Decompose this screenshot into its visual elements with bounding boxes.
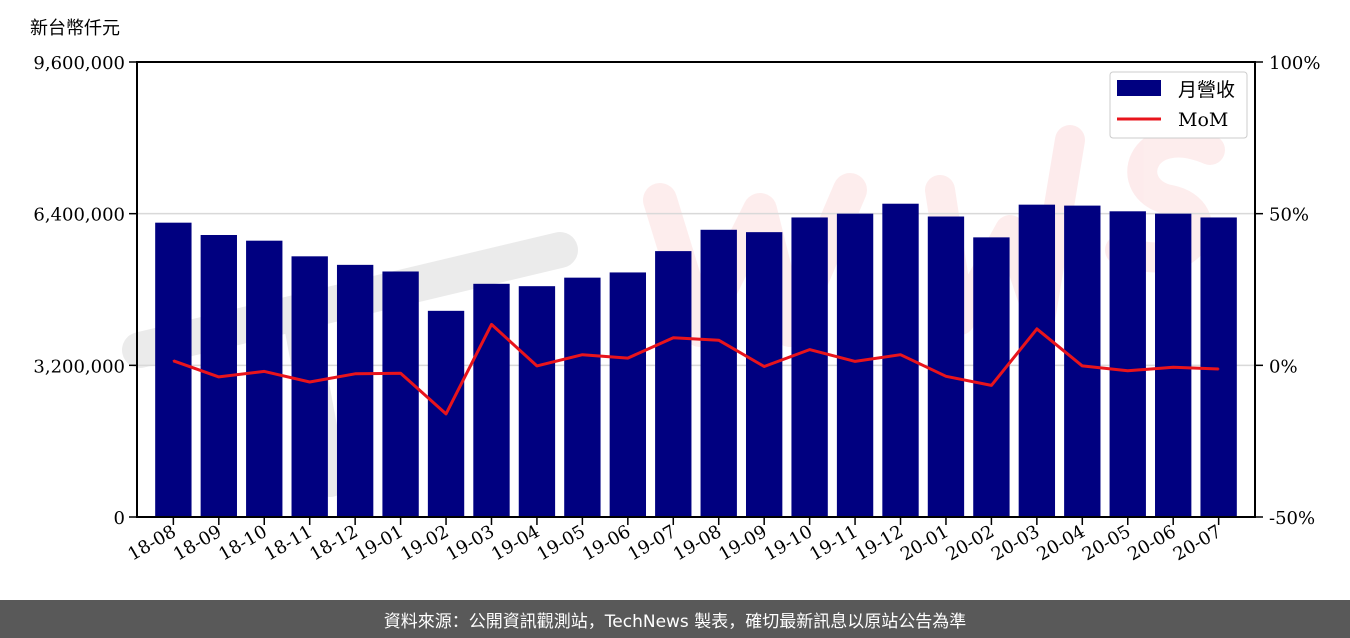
- bar: [564, 277, 601, 517]
- x-tick-label: 19-07: [624, 521, 679, 565]
- mom-point: [945, 375, 947, 378]
- x-tick-label: 19-02: [397, 521, 452, 565]
- y-axis-unit-label: 新台幣仟元: [30, 18, 120, 39]
- mom-point: [263, 370, 266, 373]
- bar: [246, 240, 283, 517]
- bar: [609, 272, 647, 517]
- y-tick-label: 3,200,000: [33, 356, 125, 377]
- bar: [655, 251, 692, 517]
- mom-point: [490, 323, 493, 326]
- mom-point: [854, 360, 856, 363]
- y-tick-label: 6,400,000: [33, 205, 125, 226]
- mom-point: [717, 339, 720, 341]
- y-right-tick-label: 50%: [1269, 205, 1309, 226]
- y-right-tick-label: -50%: [1269, 508, 1315, 529]
- x-tick-label: 19-03: [443, 521, 498, 565]
- bar: [382, 271, 419, 517]
- y-tick-label: 9,600,000: [33, 53, 125, 74]
- bar: [1064, 205, 1101, 517]
- bar: [836, 213, 874, 517]
- mom-point: [1126, 369, 1129, 372]
- y-tick-label: 0: [114, 508, 125, 529]
- x-tick-label: 20-05: [1079, 521, 1134, 565]
- mom-point: [172, 359, 175, 362]
- bar: [1018, 204, 1056, 518]
- bar: [518, 286, 556, 517]
- x-tick-label: 18-10: [215, 521, 270, 565]
- legend-label-mom: MoM: [1178, 109, 1228, 131]
- mom-point: [399, 372, 402, 375]
- bar: [291, 256, 328, 517]
- x-tick-label: 19-12: [852, 521, 907, 565]
- bar: [745, 232, 783, 517]
- revenue-chart: 0 3,200,000 6,400,000 9,600,000 -50% 0% 50% 100…: [30, 18, 1320, 565]
- mom-point: [1172, 366, 1174, 368]
- y-right-tick-label: 0%: [1269, 356, 1298, 377]
- bar: [973, 237, 1010, 518]
- bar: [155, 222, 192, 517]
- x-tick-label: 19-01: [352, 521, 407, 565]
- mom-point: [672, 336, 675, 339]
- mom-point: [1036, 328, 1038, 330]
- legend-label-revenue: 月營收: [1178, 79, 1235, 101]
- x-tick-label: 18-09: [170, 521, 225, 565]
- mom-point: [308, 381, 311, 383]
- x-tick-label: 19-06: [579, 521, 634, 565]
- mom-point: [445, 413, 447, 415]
- mom-point: [354, 373, 356, 375]
- legend: 月營收 MoM: [1109, 71, 1248, 139]
- x-tick-label: 19-05: [533, 521, 588, 565]
- x-tick-label: 20-02: [942, 521, 997, 565]
- mom-point: [808, 348, 811, 351]
- bar: [1109, 211, 1146, 517]
- mom-series: [172, 322, 1220, 416]
- mom-point: [627, 357, 629, 359]
- bar: [927, 216, 965, 517]
- x-tick-label: 18-11: [261, 521, 316, 565]
- x-tick-label: 19-04: [488, 521, 543, 565]
- x-tick-label: 19-10: [761, 521, 816, 565]
- mom-point: [536, 365, 538, 367]
- x-tick-label: 18-08: [124, 521, 179, 565]
- x-tick-label: 19-08: [670, 521, 725, 565]
- mom-point: [1081, 365, 1084, 367]
- mom-point: [899, 353, 902, 356]
- mom-point: [581, 353, 584, 356]
- y-right-tick-label: 100%: [1269, 53, 1320, 74]
- x-tick-label: 20-06: [1124, 521, 1179, 565]
- bar: [700, 229, 737, 517]
- mom-point: [763, 365, 765, 368]
- plot-frame: [136, 61, 1256, 518]
- x-tick-label: 20-03: [988, 521, 1043, 565]
- mom-line: [172, 322, 1219, 416]
- mom-point: [218, 376, 220, 378]
- mom-point: [1217, 368, 1220, 370]
- x-tick-label: 19-11: [806, 521, 861, 565]
- source-footer: 資料來源：公開資訊觀測站，TechNews 製表，確切最新訊息以原站公告為準: [0, 600, 1350, 638]
- bar: [1155, 213, 1192, 517]
- x-tick-label: 20-01: [897, 521, 952, 565]
- bar: [336, 264, 374, 517]
- mom-point: [990, 384, 993, 387]
- bar: [473, 283, 510, 517]
- x-tick-label: 19-09: [715, 521, 770, 565]
- bar: [791, 217, 828, 518]
- x-tick-label: 20-04: [1033, 521, 1088, 565]
- x-tick-label: 20-07: [1170, 521, 1225, 565]
- x-tick-label: 18-12: [306, 521, 361, 565]
- legend-swatch-revenue: [1117, 80, 1161, 96]
